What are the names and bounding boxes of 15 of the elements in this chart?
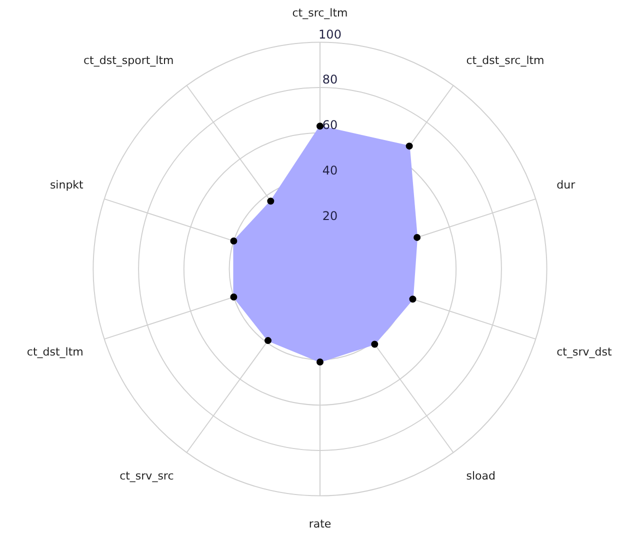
spoke-label: sload: [466, 470, 496, 483]
spoke-label: ct_dst_ltm: [26, 345, 84, 358]
y-tick-label: 100: [318, 27, 342, 42]
spoke-label: ct_dst_src_ltm: [466, 54, 544, 67]
y-tick-label: 40: [322, 163, 338, 178]
spoke-label: ct_srv_src: [120, 470, 174, 483]
spoke-label: ct_dst_sport_ltm: [83, 54, 174, 67]
spoke-label: rate: [308, 517, 332, 530]
spoke-label: dur: [556, 178, 576, 192]
y-tick-label: 60: [322, 118, 338, 132]
y-tick-label: 20: [322, 208, 338, 223]
spoke-label: ct_src_ltm: [292, 6, 348, 20]
spoke-label: ct_srv_dst: [556, 345, 612, 358]
spoke-label: sinpkt: [50, 178, 84, 192]
y-tick-label: 80: [322, 72, 338, 87]
